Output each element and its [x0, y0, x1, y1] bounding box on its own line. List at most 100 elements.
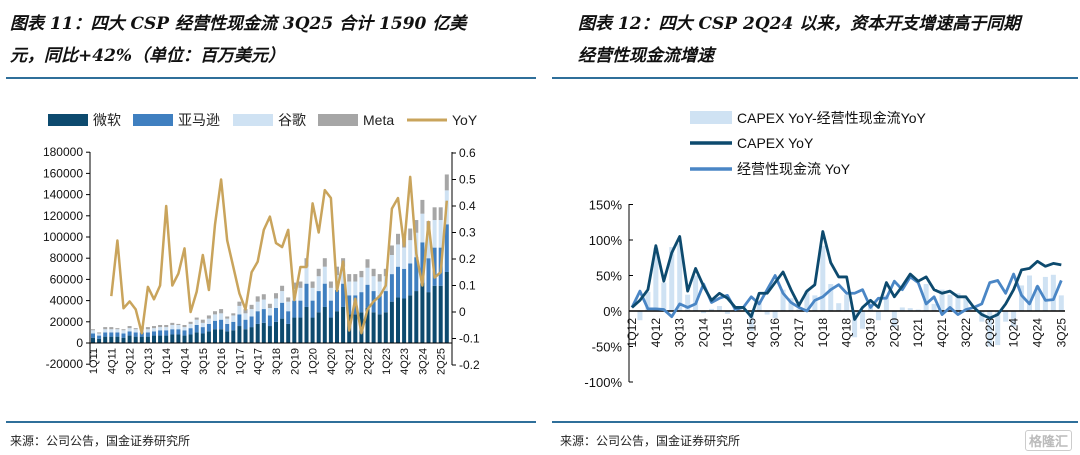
y-tick-label: 120000	[43, 209, 83, 223]
bar-谷歌-1Q16	[213, 314, 217, 321]
x-tick-label: 3Q25	[1054, 318, 1068, 348]
bar-Meta-1Q18	[261, 294, 266, 300]
y2-tick-label: 0.6	[459, 146, 476, 160]
legend-label-2: 谷歌	[278, 112, 306, 128]
bar-亚马逊-1Q23	[383, 291, 388, 313]
diff-bar	[1034, 286, 1040, 311]
y-tick-label: 80000	[50, 251, 84, 265]
bar-微软-3Q19	[298, 317, 303, 343]
bar-谷歌-4Q22	[377, 281, 382, 296]
bar-谷歌-3Q13	[152, 328, 156, 332]
bar-谷歌-2Q12	[121, 330, 126, 334]
bar-亚马逊-4Q15	[206, 323, 211, 332]
bar-亚马逊-4Q18	[280, 302, 285, 319]
left-title-line1: 图表 11：四大 CSP 经营性现金流 3Q25 合计 1590 亿美	[10, 14, 467, 34]
bar-微软-1Q16	[213, 329, 217, 343]
x-tick-label: 1Q15	[720, 318, 734, 348]
bar-Meta-1Q14	[164, 324, 169, 328]
bar-微软-3Q24	[420, 282, 425, 343]
bar-微软-3Q13	[152, 335, 156, 343]
bar-亚马逊-1Q11	[91, 333, 95, 338]
bar-亚马逊-1Q14	[164, 330, 169, 336]
bar-亚马逊-3Q18	[274, 308, 278, 322]
bar-亚马逊-4Q16	[231, 321, 236, 331]
right-title-divider	[552, 77, 1078, 79]
right-title-line2: 经营性现金流增速	[578, 46, 714, 66]
bar-Meta-1Q19	[286, 297, 291, 302]
bar-亚马逊-3Q12	[127, 331, 132, 336]
y-tick-label: 60000	[50, 272, 84, 286]
diff-bar	[995, 311, 1001, 346]
x-tick-label: 4Q12	[649, 318, 663, 348]
bar-Meta-4Q20	[328, 281, 333, 288]
bar-微软-3Q16	[225, 331, 230, 343]
bar-微软-2Q20	[316, 312, 321, 343]
diff-bar	[1011, 311, 1017, 327]
bar-亚马逊-4Q12	[133, 332, 138, 337]
bar-亚马逊-1Q12	[115, 332, 120, 337]
bar-亚马逊-2Q19	[292, 300, 297, 318]
left-footer-divider	[6, 421, 536, 423]
diff-bar	[939, 289, 945, 311]
bar-微软-2Q24	[414, 291, 419, 343]
diff-bar	[645, 291, 651, 311]
bar-谷歌-4Q13	[158, 327, 163, 331]
x-tick-label: 3Q24	[417, 348, 429, 375]
bar-微软-1Q24	[408, 295, 413, 343]
diff-bar	[844, 294, 850, 311]
diff-bar	[748, 311, 754, 331]
bar-亚马逊-2Q15	[194, 324, 199, 333]
y2-tick-label: 0.5	[459, 173, 476, 187]
bar-微软-1Q20	[310, 317, 315, 343]
bar-谷歌-2Q18	[267, 308, 272, 316]
bar-Meta-2Q16	[219, 309, 224, 314]
bar-微软-4Q14	[182, 335, 187, 343]
bar-Meta-3Q17	[249, 304, 254, 310]
bar-Meta-1Q15	[188, 321, 193, 324]
bar-谷歌-4Q15	[206, 318, 211, 324]
bar-Meta-3Q25	[444, 174, 449, 191]
y-tick-label: 160000	[43, 166, 83, 180]
bar-亚马逊-1Q13	[139, 332, 144, 337]
bar-亚马逊-1Q16	[213, 320, 217, 330]
bar-微软-3Q20	[322, 306, 327, 343]
diff-bar	[772, 311, 778, 319]
bar-微软-1Q18	[261, 322, 266, 343]
bar-亚马逊-1Q18	[261, 309, 266, 323]
bar-亚马逊-2Q12	[121, 333, 126, 338]
left-source: 来源：公司公告，国金证券研究所	[10, 434, 191, 448]
bar-亚马逊-2Q18	[267, 315, 272, 327]
bar-微软-3Q18	[274, 321, 278, 343]
bar-谷歌-1Q20	[310, 287, 315, 301]
series-line-capex	[631, 230, 1062, 321]
x-tick-label: 1Q12	[625, 318, 639, 348]
bar-亚马逊-2Q11	[97, 335, 102, 339]
bar-谷歌-3Q14	[176, 324, 181, 330]
legend-label-0: CAPEX YoY	[737, 135, 814, 151]
bar-亚马逊-3Q25	[444, 224, 449, 272]
bar-亚马逊-2Q13	[145, 332, 150, 337]
diff-bar	[788, 298, 794, 311]
x-tick-label: 4Q15	[744, 318, 758, 348]
diff-bar	[716, 306, 722, 311]
bar-亚马逊-3Q24	[420, 242, 425, 283]
diff-bar	[820, 245, 826, 311]
x-tick-label: 2Q13	[143, 348, 155, 375]
bar-Meta-2Q12	[121, 329, 126, 331]
diff-bar	[677, 243, 683, 311]
bar-谷歌-2Q20	[316, 276, 321, 292]
bar-Meta-2Q20	[316, 268, 321, 277]
y-tick-label: -100%	[584, 375, 622, 390]
bar-Meta-3Q21	[347, 274, 352, 282]
bar-微软-1Q15	[188, 334, 193, 343]
diff-bar	[653, 247, 659, 311]
bar-亚马逊-3Q11	[103, 332, 108, 337]
x-tick-label: 2Q19	[289, 348, 301, 375]
legend-label-3: Meta	[363, 112, 394, 128]
bar-亚马逊-4Q19	[304, 283, 309, 307]
bar-Meta-2Q17	[243, 309, 248, 314]
bar-微软-1Q14	[164, 335, 169, 343]
right-source: 来源：公司公告，国金证券研究所	[560, 434, 741, 448]
x-tick-label: 4Q14	[180, 348, 192, 375]
